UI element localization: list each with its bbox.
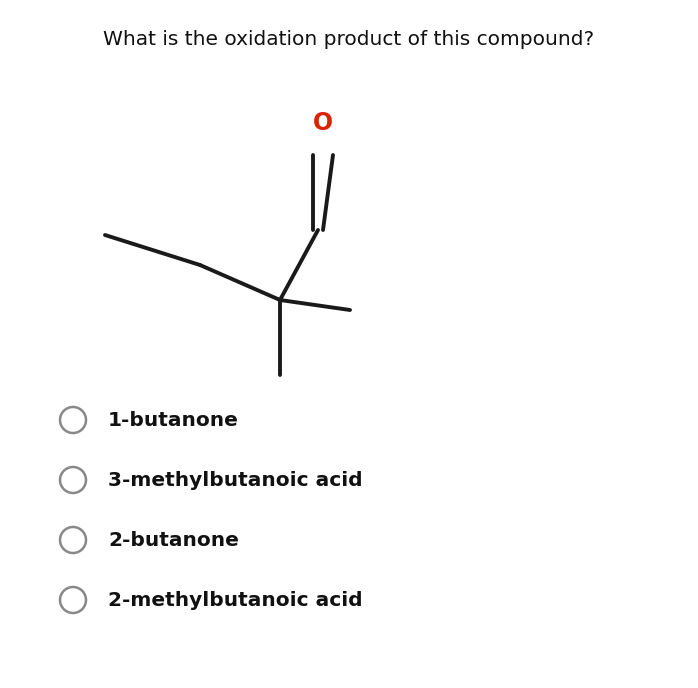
- Text: 3-methylbutanoic acid: 3-methylbutanoic acid: [108, 471, 363, 489]
- Text: 2-methylbutanoic acid: 2-methylbutanoic acid: [108, 590, 363, 610]
- Text: 1-butanone: 1-butanone: [108, 411, 239, 429]
- Text: 2-butanone: 2-butanone: [108, 530, 239, 550]
- Text: What is the oxidation product of this compound?: What is the oxidation product of this co…: [103, 30, 595, 49]
- Text: O: O: [313, 111, 333, 135]
